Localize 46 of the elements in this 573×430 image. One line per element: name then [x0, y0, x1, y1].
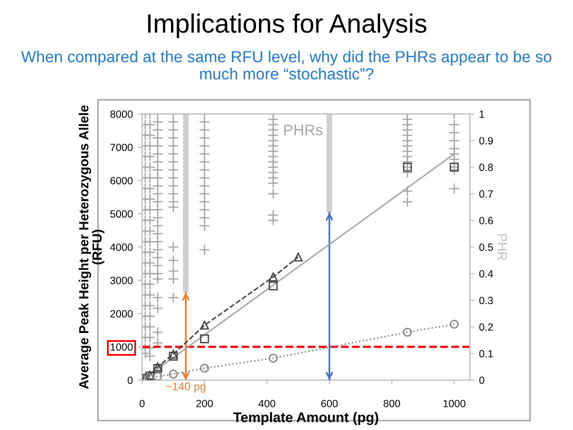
- point: [200, 320, 209, 330]
- y-tick-label: 4000: [110, 244, 133, 251]
- y-tick-label: 2000: [110, 310, 133, 318]
- x-tick-label: 0: [140, 400, 145, 408]
- y2-tick-label: 0.6: [479, 216, 493, 224]
- series-label: PHRs: [284, 124, 322, 136]
- point: [153, 364, 162, 373]
- x-axis-title: Template Amount (pg): [233, 412, 378, 426]
- ref-line-label: ~140 pg: [166, 382, 206, 393]
- point: [450, 320, 459, 329]
- y2-tick-label: 0.8: [479, 164, 493, 172]
- point: [294, 252, 303, 262]
- chart-title: Implications for Analysis: [148, 14, 426, 38]
- y-axis-title: Average Peak Height per Heterozygous Allele (RFU): [78, 105, 104, 389]
- point: [153, 372, 162, 380]
- point: [200, 334, 209, 344]
- point: [200, 364, 209, 373]
- y-tick-label: 3000: [110, 276, 133, 284]
- y2-tick-label: 0.2: [479, 323, 493, 331]
- point: [402, 328, 412, 337]
- point: [168, 352, 178, 361]
- y2-tick-label: 0.4: [479, 270, 494, 278]
- point: [268, 282, 278, 290]
- x-tick-label: 600: [321, 400, 338, 408]
- x-tick-label: 200: [196, 400, 213, 408]
- y-tick-label: 8000: [110, 110, 133, 118]
- x-tick-label: 1000: [443, 400, 466, 408]
- point: [168, 370, 178, 379]
- y-tick-label: 6000: [110, 176, 133, 184]
- y-tick-label: 7000: [110, 144, 133, 152]
- y2-tick-label: 0.7: [479, 190, 493, 198]
- y-tick-label: 0: [128, 376, 133, 384]
- y-tick-label: 1000: [110, 343, 133, 351]
- point: [268, 272, 278, 282]
- y-tick-label: 5000: [110, 210, 133, 218]
- chart-subtitle: When compared at the same RFU level, why did the PHRs appear to be so much more “stochastic”?: [21, 50, 552, 80]
- y2-tick-label: 0: [479, 376, 484, 384]
- y2-tick-label: 0.9: [479, 137, 493, 144]
- x-tick-label: 400: [258, 400, 276, 408]
- y2-tick-label: 1: [480, 110, 484, 118]
- point: [268, 354, 278, 363]
- y2-tick-label: 0.1: [479, 350, 493, 358]
- y2-tick-label: 0.3: [479, 296, 493, 304]
- y2-tick-label: 0.5: [479, 244, 493, 251]
- y2-axis-title: PHR: [498, 234, 507, 260]
- x-tick-label: 800: [384, 400, 400, 408]
